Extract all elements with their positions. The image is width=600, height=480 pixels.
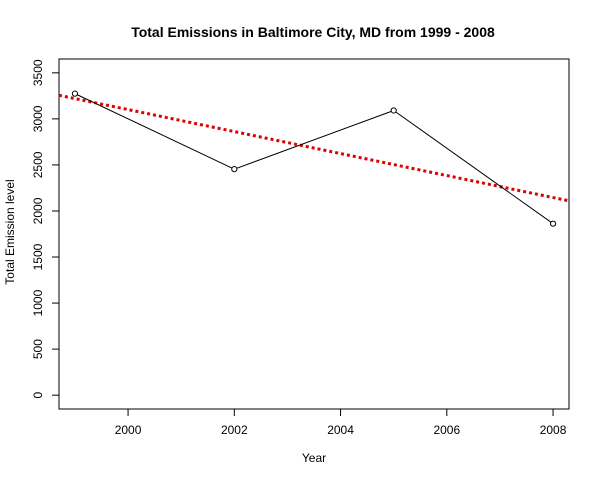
plot-frame bbox=[58, 58, 570, 410]
data-point bbox=[549, 220, 557, 227]
trend-line bbox=[58, 93, 570, 203]
y-tick-label: 3500 bbox=[31, 59, 45, 86]
x-tick-label: 2004 bbox=[327, 423, 354, 437]
data-point bbox=[390, 107, 397, 114]
y-axis-label: Total Emission level bbox=[3, 179, 17, 284]
y-tick-label: 3000 bbox=[31, 105, 45, 132]
x-tick-label: 2002 bbox=[221, 423, 248, 437]
x-axis-label: Year bbox=[302, 451, 326, 465]
data-point bbox=[71, 90, 79, 97]
y-tick-label: 2000 bbox=[31, 197, 45, 224]
y-tick-label: 0 bbox=[31, 392, 45, 399]
chart-marks: 2000 2002 2004 2006 2008 0 500 1000 1500 2000 2500… bbox=[31, 58, 570, 437]
series-line-segment bbox=[74, 93, 235, 170]
x-tick-label: 2006 bbox=[433, 423, 460, 437]
y-tick-label: 500 bbox=[31, 339, 45, 359]
x-tick-label: 2008 bbox=[540, 423, 567, 437]
y-tick-label: 1000 bbox=[31, 289, 45, 316]
series-line-segment bbox=[234, 110, 394, 170]
y-tick-label: 2500 bbox=[31, 151, 45, 178]
data-point bbox=[231, 166, 238, 173]
x-tick-label: 2000 bbox=[115, 423, 142, 437]
series-line-segment bbox=[393, 110, 554, 225]
y-tick-label: 1500 bbox=[31, 243, 45, 270]
chart-title: Total Emissions in Baltimore City, MD fr… bbox=[131, 24, 495, 40]
